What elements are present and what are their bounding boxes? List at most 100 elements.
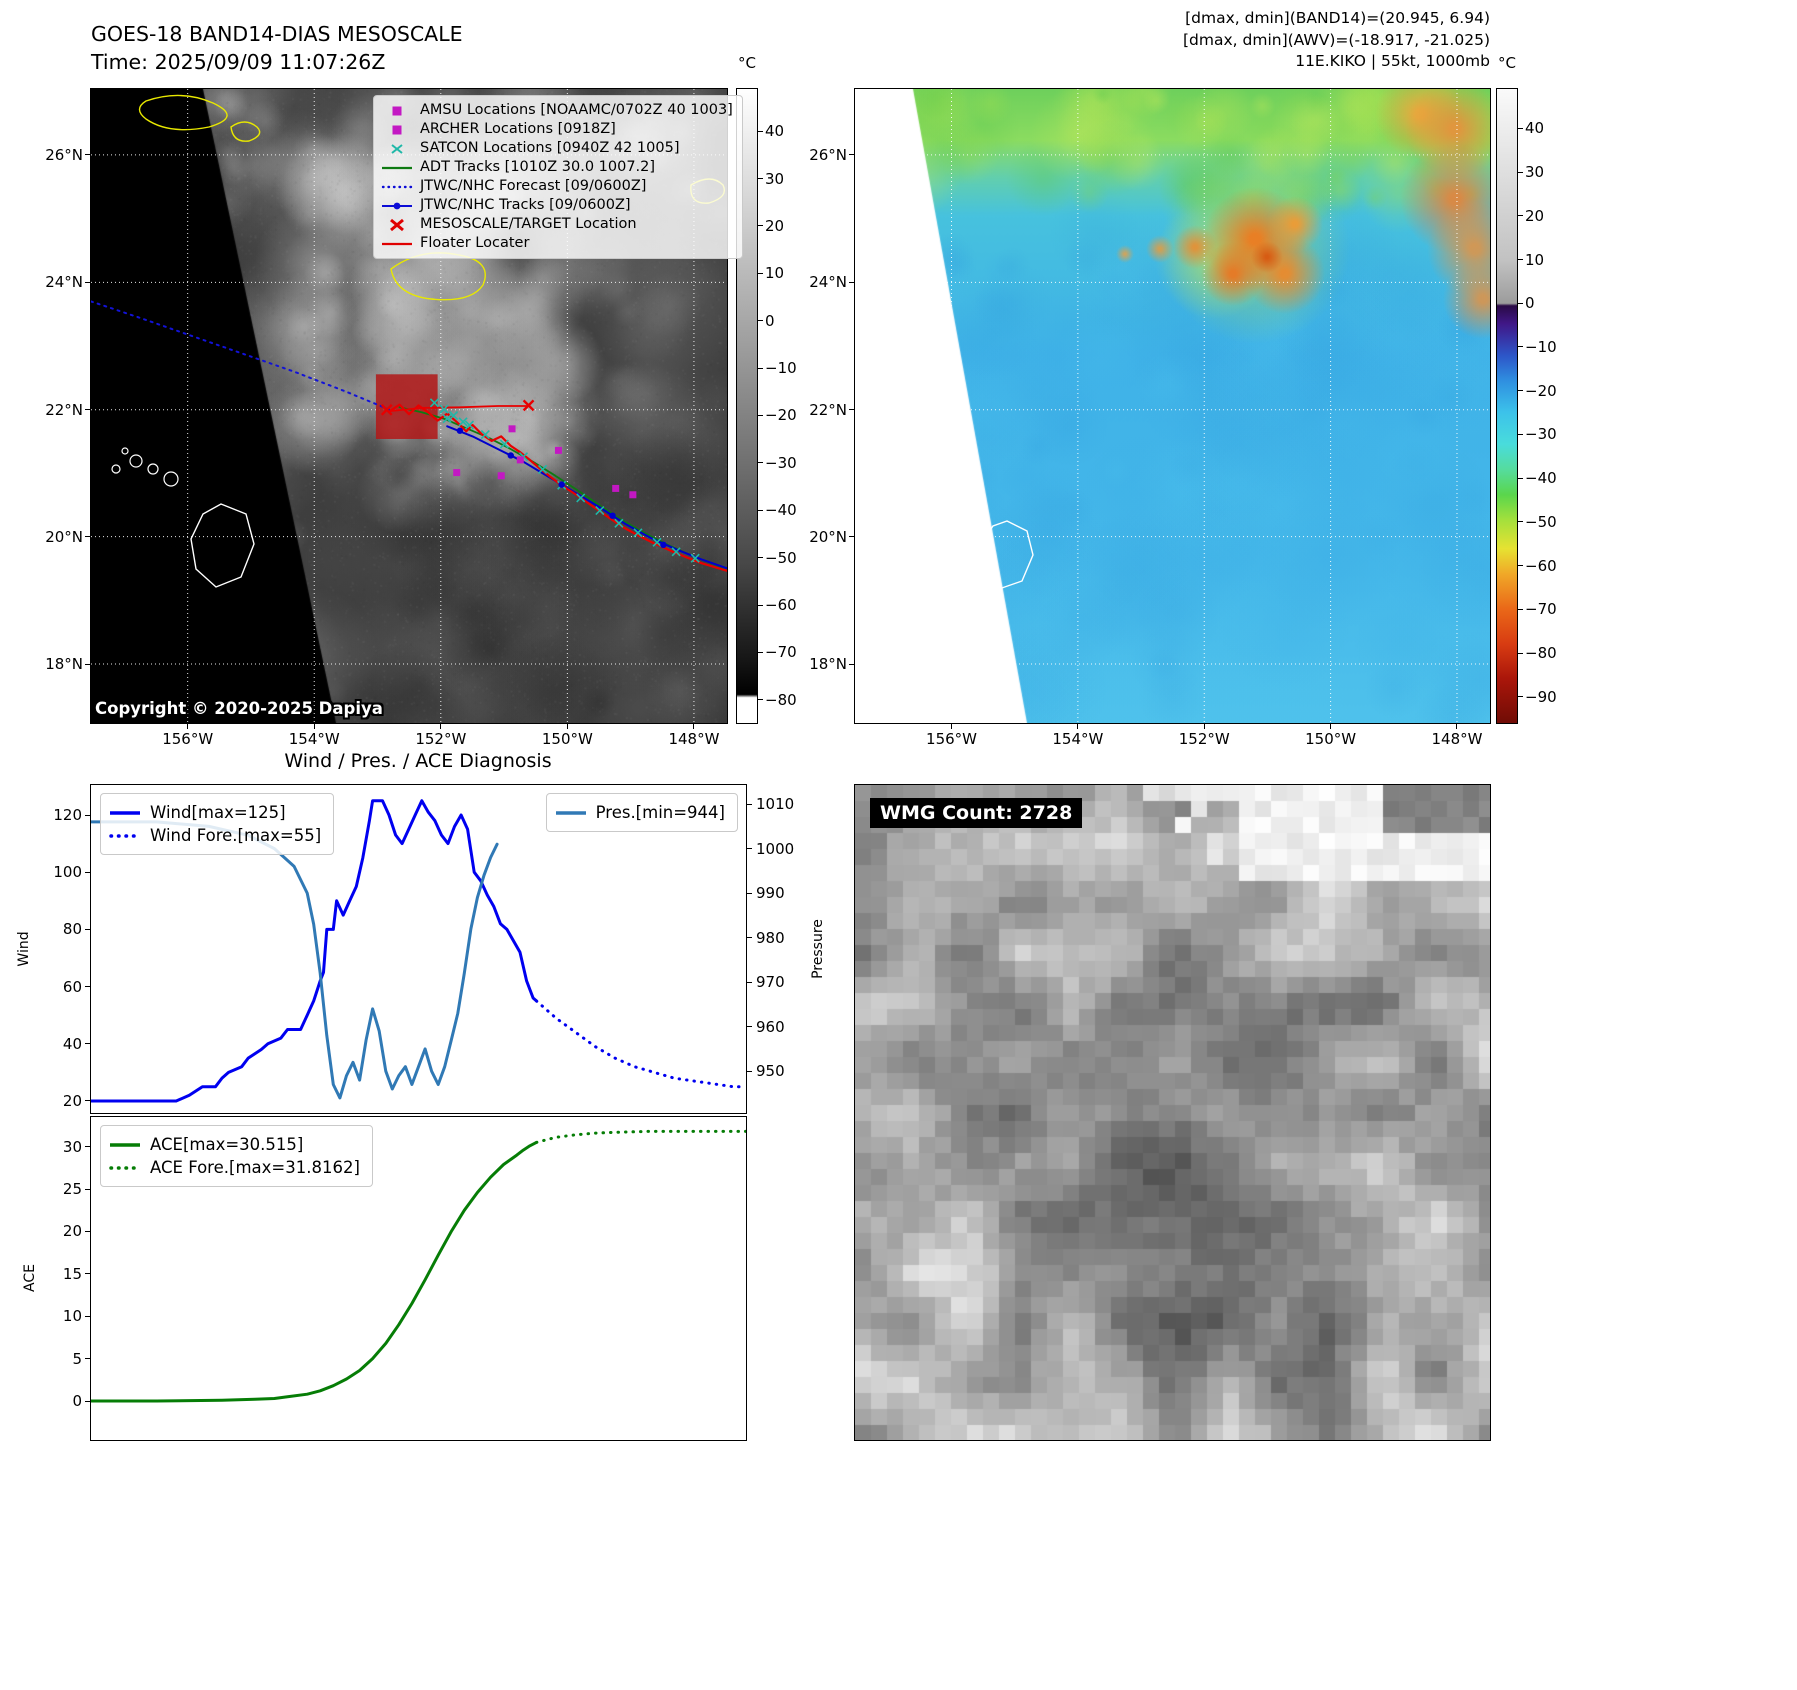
- tick-mark: [849, 663, 854, 665]
- legend-label: Wind Fore.[max=55]: [150, 826, 322, 845]
- colorbar-tick-label: −70: [765, 643, 797, 662]
- tick-mark: [85, 986, 90, 988]
- tick-mark: [85, 1315, 90, 1317]
- satcon-marker: [595, 506, 605, 516]
- tick-mark: [1518, 565, 1523, 567]
- legend-item-mesoscale-target: MESOSCALE/TARGET Location: [381, 215, 733, 234]
- colorbar-tick-label: −30: [1525, 425, 1557, 444]
- y-tick-label: 960: [756, 1017, 785, 1036]
- tick-mark: [758, 367, 763, 369]
- lat-tick-label: 26°N: [809, 145, 847, 164]
- satcon-marker: [499, 439, 509, 449]
- colorbar-tick-label: 10: [765, 264, 785, 283]
- tick-mark: [85, 281, 90, 283]
- colorbar-tick-label: −60: [765, 596, 797, 614]
- satcon-marker: [439, 404, 449, 414]
- lon-tick-label: 152°W: [415, 730, 467, 748]
- band14-map: AMSU Locations [NOAAMC/0702Z 40 1003] ARC…: [90, 88, 743, 724]
- floater-marker-icon: [382, 242, 412, 245]
- ace-chart: ACE[max=30.515] ACE Fore.[max=31.8162]: [90, 1116, 747, 1441]
- tick-mark: [85, 663, 90, 665]
- y-tick-label: 950: [756, 1062, 785, 1081]
- tick-mark: [747, 892, 752, 894]
- tick-mark: [693, 724, 695, 729]
- jtwc-forecast-marker-icon: [381, 185, 413, 188]
- tick-mark: [85, 154, 90, 156]
- tick-mark: [747, 1026, 752, 1028]
- ace-axis-label: ACE: [22, 1264, 38, 1292]
- colorbar-tick-label: −50: [765, 548, 797, 567]
- tick-mark: [1456, 724, 1458, 729]
- cold-contour: [138, 94, 228, 131]
- cold-contour: [390, 252, 486, 301]
- satcon-marker: [690, 553, 700, 563]
- tick-mark: [1518, 390, 1523, 392]
- tick-mark: [187, 724, 189, 729]
- tick-mark: [758, 651, 763, 653]
- tick-mark: [758, 225, 763, 227]
- colorbar-tick-label: −10: [765, 359, 797, 378]
- y-tick-label: 25: [62, 1180, 82, 1199]
- tick-mark: [758, 272, 763, 274]
- lon-tick-label: 154°W: [1052, 730, 1104, 748]
- tick-mark: [85, 814, 90, 816]
- tick-mark: [85, 1146, 90, 1148]
- tick-mark: [1518, 477, 1523, 479]
- tick-mark: [85, 1230, 90, 1232]
- lat-tick-label: 22°N: [45, 400, 83, 419]
- tick-mark: [85, 1100, 90, 1102]
- tick-mark: [313, 724, 315, 729]
- legend-label: ARCHER Locations [0918Z]: [420, 121, 616, 137]
- colorbar-unit: °C: [738, 54, 756, 72]
- colorbar-tick-label: −10: [1525, 337, 1557, 356]
- tick-mark: [758, 699, 763, 701]
- colorbar-tick-label: 40: [765, 122, 785, 141]
- satcon-marker: [652, 537, 662, 547]
- satcon-marker: [537, 464, 548, 474]
- awv-overlay: [855, 89, 1490, 723]
- amsu-marker: [508, 425, 516, 433]
- satcon-marker-icon: [391, 143, 403, 154]
- colorbar-tick-label: 20: [765, 216, 785, 235]
- lat-tick-label: 20°N: [45, 527, 83, 546]
- tick-mark: [758, 130, 763, 132]
- y-tick-label: 80: [62, 920, 82, 939]
- archer-marker-icon: [392, 125, 402, 134]
- legend-item-amsu: AMSU Locations [NOAAMC/0702Z 40 1003]: [381, 101, 733, 120]
- hawaii-coastline: [190, 503, 255, 588]
- tick-mark: [747, 981, 752, 983]
- wind-marker-icon: [110, 810, 140, 815]
- tick-mark: [747, 848, 752, 850]
- colorbar-tick-label: −90: [1525, 687, 1557, 706]
- amsu-marker-icon: [392, 106, 402, 115]
- lon-tick-label: 156°W: [162, 730, 214, 748]
- ace-legend: ACE[max=30.515] ACE Fore.[max=31.8162]: [100, 1125, 373, 1187]
- tick-mark: [85, 1043, 90, 1045]
- series-wind-forecast: [534, 999, 746, 1089]
- satcon-marker: [442, 414, 452, 424]
- legend-label: Wind[max=125]: [150, 803, 286, 822]
- satcon-marker: [576, 493, 586, 503]
- colorbar-tick-label: 40: [1525, 119, 1545, 138]
- tick-mark: [758, 178, 763, 180]
- y-tick-label: 980: [756, 928, 785, 947]
- tick-mark: [85, 871, 90, 873]
- tick-mark: [758, 462, 763, 464]
- hawaii-coastline: [979, 520, 1034, 590]
- amsu-marker: [554, 446, 562, 454]
- legend-label: SATCON Locations [0940Z 42 1005]: [420, 140, 680, 156]
- colorbar-tick-label: 10: [1525, 250, 1545, 269]
- tick-mark: [1518, 521, 1523, 523]
- y-tick-label: 60: [62, 977, 82, 996]
- stats-band14: [dmax, dmin](BAND14)=(20.945, 6.94): [1185, 9, 1490, 27]
- jtwc-forecast-track: [91, 300, 391, 411]
- amsu-marker: [497, 472, 505, 480]
- lon-tick-label: 148°W: [668, 730, 720, 748]
- y-tick-label: 1000: [756, 839, 795, 858]
- tick-mark: [758, 604, 763, 606]
- island-coastline: [121, 447, 129, 455]
- tick-mark: [849, 409, 854, 411]
- tick-mark: [85, 1400, 90, 1402]
- colorbar-tick-label: −80: [1525, 644, 1557, 663]
